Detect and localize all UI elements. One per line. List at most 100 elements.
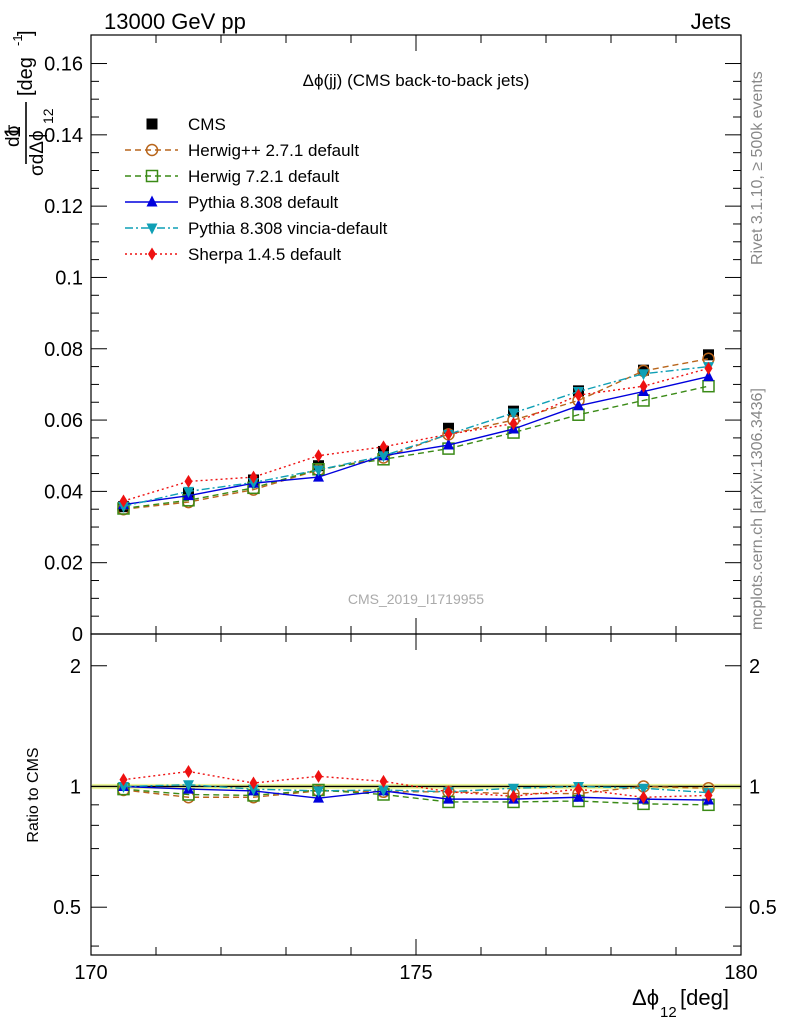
ylabel-close: ]: [15, 30, 37, 36]
ratio-xtick-label: 175: [399, 962, 432, 984]
legend-marker-pythia-8-308-default: [146, 195, 158, 207]
data-point-pythia-8-308-vincia-default: [378, 451, 389, 463]
ratio-point-pythia-8-308-vincia-default: [183, 780, 194, 792]
ratio-ytick-label-right: 1: [749, 776, 760, 798]
ratio-point-sherpa-1-4-5-default: [314, 769, 323, 783]
ratio-point-pythia-8-308-vincia-default: [378, 785, 389, 797]
series-herwig-2-7-1-default: [117, 352, 715, 516]
data-point-pythia-8-308-default: [443, 438, 454, 450]
data-point-sherpa-1-4-5-default: [184, 474, 193, 488]
legend-marker-herwig-7-2-1-default: [145, 169, 159, 183]
ratio-point-pythia-8-308-vincia-default: [118, 781, 129, 793]
main-ytick-label: 0.02: [44, 553, 83, 575]
ratio-ytick-label: 1: [70, 776, 81, 798]
data-point-sherpa-1-4-5-default: [704, 361, 713, 375]
ratio-line-sherpa-1-4-5-default: [123, 770, 709, 798]
data-point-sherpa-1-4-5-default: [249, 470, 258, 484]
ratio-point-sherpa-1-4-5-default: [119, 773, 128, 787]
ratio-point-pythia-8-308-vincia-default: [313, 786, 324, 798]
ratio-line-pythia-8-308-vincia-default: [123, 784, 709, 794]
data-point-pythia-8-308-default: [573, 399, 584, 411]
data-point-pythia-8-308-vincia-default: [638, 369, 649, 381]
ratio-ytick-label-right: 2: [749, 656, 760, 678]
series-herwig-7-2-1-default: [117, 379, 715, 515]
data-point-sherpa-1-4-5-default: [639, 379, 648, 393]
data-point-sherpa-1-4-5-default: [574, 388, 583, 402]
series-line-sherpa-1-4-5-default: [123, 367, 709, 502]
main-ytick-label: 0: [72, 624, 83, 646]
data-point-herwig-7-2-1-default: [702, 379, 715, 393]
main-ylabel: 1 dσ σdΔϕ 12 [deg -1 ]: [0, 30, 56, 176]
xlabel-main: Δϕ: [632, 985, 659, 1010]
xlabel-unit: [deg]: [680, 985, 729, 1010]
rivet-label: Rivet 3.1.10, ≥ 500k events: [749, 71, 766, 265]
ylabel-exp: -1: [10, 34, 25, 46]
series-line-pythia-8-308-vincia-default: [123, 365, 709, 508]
ratio-point-sherpa-1-4-5-default: [704, 788, 713, 802]
ratio-point-sherpa-1-4-5-default: [184, 764, 193, 778]
xlabel-sub: 12: [660, 1004, 677, 1021]
legend-label-sherpa-1-4-5-default: Sherpa 1.4.5 default: [188, 245, 341, 264]
data-point-pythia-8-308-vincia-default: [313, 465, 324, 477]
ratio-ytick-label: 2: [70, 656, 81, 678]
legend: CMS Herwig++ 2.7.1 default Herwig 7.2.1 de…: [125, 115, 388, 264]
chart-title: Δϕ(jj) (CMS back-to-back jets): [303, 71, 530, 90]
ratio-point-sherpa-1-4-5-default: [574, 782, 583, 796]
main-panel: 0 0.02 0.04 0.06 0.08 0.1 0.12 0.14 0.16 Δϕ(jj) (…: [44, 34, 742, 646]
ratio-point-pythia-8-308-vincia-default: [508, 783, 519, 795]
ratio-xtick-label: 180: [724, 962, 757, 984]
mcplots-label: mcplots.cern.ch [arXiv:1306.3436]: [749, 388, 766, 630]
main-ytick-label: 0.16: [44, 54, 83, 76]
ratio-series-pythia-8-308-vincia-default: [118, 780, 714, 800]
ylabel-numerator: dσ: [3, 124, 24, 147]
ratio-point-pythia-8-308-default: [573, 790, 584, 802]
main-ytick-label: 0.14: [44, 125, 83, 147]
watermark: CMS_2019_I1719955: [348, 591, 484, 607]
x-axis-label: Δϕ 12 [deg]: [632, 985, 729, 1021]
ratio-point-sherpa-1-4-5-default: [249, 776, 258, 790]
ratio-point-sherpa-1-4-5-default: [379, 774, 388, 788]
ratio-xtick-label: 170: [74, 962, 107, 984]
ylabel-unit: [deg: [15, 57, 37, 96]
ratio-ylabel: Ratio to CMS: [25, 747, 42, 842]
series-cms: [118, 349, 714, 513]
ratio-point-sherpa-1-4-5-default: [509, 789, 518, 803]
legend-label-herwig-7-2-1-default: Herwig 7.2.1 default: [188, 167, 339, 186]
header-left: 13000 GeV pp: [104, 9, 246, 34]
data-point-pythia-8-308-vincia-default: [508, 408, 519, 420]
main-ytick-label: 0.08: [44, 339, 83, 361]
header-right: Jets: [691, 9, 731, 34]
data-point-sherpa-1-4-5-default: [314, 449, 323, 463]
ratio-panel: 0.5 0.5 1 1 2 2 170 175 180: [53, 633, 777, 984]
data-point-sherpa-1-4-5-default: [509, 417, 518, 431]
main-ytick-label: 0.1: [55, 267, 83, 289]
ylabel-sub: 12: [40, 108, 56, 124]
series-line-herwig-2-7-1-default: [123, 358, 709, 510]
ratio-point-sherpa-1-4-5-default: [639, 790, 648, 804]
data-point-sherpa-1-4-5-default: [379, 440, 388, 454]
main-ytick-label: 0.12: [44, 196, 83, 218]
ratio-line-herwig-2-7-1-default: [123, 785, 709, 798]
legend-marker-herwig-2-7-1-default: [145, 143, 159, 157]
data-point-sherpa-1-4-5-default: [119, 494, 128, 508]
legend-marker-sherpa-1-4-5-default: [148, 247, 156, 261]
ratio-line-herwig-7-2-1-default: [123, 788, 709, 806]
ylabel-one: 1: [0, 126, 25, 138]
series-line-pythia-8-308-default: [123, 375, 709, 506]
data-point-pythia-8-308-vincia-default: [183, 486, 194, 498]
main-ytick-label: 0.04: [44, 481, 83, 503]
ratio-point-sherpa-1-4-5-default: [444, 785, 453, 799]
legend-label-herwig-2-7-1-default: Herwig++ 2.7.1 default: [188, 141, 359, 160]
legend-label-cms: CMS: [188, 115, 226, 134]
main-ytick-label: 0.06: [44, 410, 83, 432]
data-point-cms: [703, 349, 714, 361]
data-point-pythia-8-308-default: [703, 370, 714, 382]
legend-label-pythia-8-308-vincia-default: Pythia 8.308 vincia-default: [188, 219, 388, 238]
series-sherpa-1-4-5-default: [119, 361, 713, 508]
series-line-herwig-7-2-1-default: [123, 385, 709, 510]
ratio-ytick-label: 0.5: [53, 897, 81, 919]
ratio-line-pythia-8-308-default: [123, 785, 709, 801]
ratio-point-pythia-8-308-vincia-default: [638, 783, 649, 795]
legend-label-pythia-8-308-default: Pythia 8.308 default: [188, 193, 339, 212]
